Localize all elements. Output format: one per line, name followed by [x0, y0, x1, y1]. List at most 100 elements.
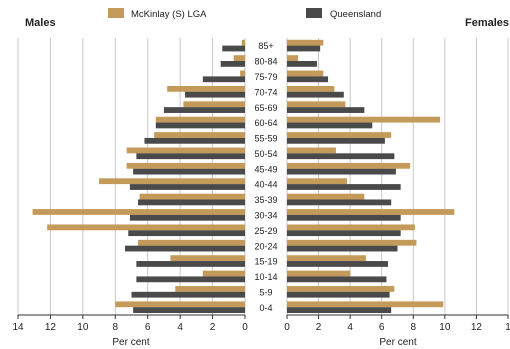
- legend: McKinlay (S) LGA Queensland: [108, 8, 381, 20]
- age-group-label: 35-39: [254, 195, 277, 205]
- male-bar-queensland: [163, 107, 245, 113]
- male-bar-mckinlay: [167, 85, 245, 92]
- male-bar-queensland: [220, 60, 245, 67]
- legend-label-mckinlay: McKinlay (S) LGA: [131, 9, 207, 20]
- female-bar-queensland: [287, 122, 373, 129]
- female-bar-queensland: [287, 230, 401, 237]
- male-bar-queensland: [128, 230, 245, 237]
- male-bar-mckinlay: [126, 162, 245, 169]
- male-bar-queensland: [133, 168, 245, 175]
- age-group-label: 10-14: [254, 272, 277, 282]
- female-bar-mckinlay: [287, 224, 415, 231]
- male-bar-mckinlay: [240, 70, 245, 77]
- female-bar-mckinlay: [287, 147, 336, 154]
- age-group-label: 50-54: [254, 149, 277, 159]
- male-bar-mckinlay: [170, 255, 245, 262]
- age-group-label: 0-4: [259, 303, 272, 313]
- male-bar-queensland: [136, 276, 245, 283]
- female-bar-mckinlay: [287, 55, 299, 61]
- female-bar-mckinlay: [287, 178, 347, 185]
- female-bar-queensland: [287, 245, 398, 252]
- female-bar-queensland: [287, 91, 344, 98]
- male-bar-mckinlay: [126, 147, 245, 154]
- female-tick-label: 12: [471, 322, 483, 333]
- male-bar-queensland: [133, 307, 245, 314]
- age-labels: 85+ 80-84 75-79 70-74 65-69 60-64 55-59 50-54 45…: [254, 41, 277, 313]
- female-bar-mckinlay: [287, 132, 392, 138]
- female-bar-queensland: [287, 153, 395, 160]
- male-bar-queensland: [131, 291, 245, 298]
- female-bar-mckinlay: [287, 239, 417, 246]
- female-bar-queensland: [287, 137, 385, 144]
- female-bar-queensland: [287, 107, 365, 113]
- female-bar-queensland: [287, 291, 390, 298]
- male-bar-mckinlay: [139, 193, 245, 200]
- male-bar-mckinlay: [137, 239, 245, 246]
- female-bar-mckinlay: [287, 301, 444, 308]
- female-bar-mckinlay: [287, 270, 351, 277]
- age-group-label: 15-19: [254, 257, 277, 267]
- female-bar-queensland: [287, 76, 329, 83]
- male-bar-mckinlay: [99, 178, 245, 185]
- female-bar-queensland: [287, 60, 317, 67]
- female-bar-mckinlay: [287, 209, 455, 215]
- male-tick-label: 2: [210, 322, 216, 333]
- female-bar-mckinlay: [287, 39, 324, 46]
- male-tick-label: 4: [177, 322, 183, 333]
- female-bar-queensland: [287, 214, 401, 221]
- female-tick-label: 10: [439, 322, 451, 333]
- female-bar-queensland: [287, 45, 321, 52]
- female-bar-mckinlay: [287, 255, 366, 262]
- male-bar-mckinlay: [47, 224, 245, 231]
- male-tick-label: 12: [45, 322, 57, 333]
- female-tick-label: 8: [411, 322, 417, 333]
- female-bar-mckinlay: [287, 70, 324, 77]
- female-tick-label: 2: [316, 322, 322, 333]
- male-bar-mckinlay: [241, 39, 245, 46]
- age-group-label: 55-59: [254, 134, 277, 144]
- age-group-label: 75-79: [254, 72, 277, 82]
- females-label: Females: [465, 17, 509, 29]
- age-group-label: 80-84: [254, 57, 277, 67]
- male-tick-label: 0: [242, 322, 248, 333]
- female-axis-title: Per cent: [379, 337, 416, 348]
- male-bar-mckinlay: [32, 209, 245, 215]
- male-bar-queensland: [137, 199, 245, 206]
- age-group-label: 45-49: [254, 164, 277, 174]
- grid-lines: [17, 38, 509, 315]
- legend-swatch-queensland: [306, 8, 322, 18]
- female-bar-mckinlay: [287, 85, 335, 92]
- male-bar-queensland: [136, 153, 245, 160]
- age-group-label: 85+: [258, 41, 273, 51]
- male-bar-mckinlay: [183, 101, 245, 108]
- male-bar-mckinlay: [233, 55, 245, 61]
- male-bar-queensland: [129, 214, 245, 221]
- bars: [32, 39, 455, 314]
- male-bar-queensland: [144, 137, 245, 144]
- female-tick-label: 4: [347, 322, 353, 333]
- male-tick-label: 6: [145, 322, 151, 333]
- male-bar-mckinlay: [115, 301, 246, 308]
- male-bar-queensland: [136, 261, 245, 267]
- female-bar-mckinlay: [287, 193, 365, 200]
- male-bar-mckinlay: [202, 270, 245, 277]
- female-bar-queensland: [287, 261, 389, 267]
- age-group-label: 65-69: [254, 103, 277, 113]
- tick-labels: 14 12 10 8 6 4 2 0 0 2 4 6 8 10 12 1: [12, 322, 510, 333]
- male-tick-label: 8: [113, 322, 119, 333]
- female-bar-queensland: [287, 199, 392, 206]
- male-bar-mckinlay: [155, 116, 245, 123]
- male-axis-title: Per cent: [112, 337, 149, 348]
- female-bar-mckinlay: [287, 286, 395, 292]
- age-group-label: 5-9: [259, 287, 272, 297]
- male-tick-label: 10: [77, 322, 89, 333]
- male-tick-label: 14: [12, 322, 24, 333]
- male-bar-queensland: [155, 122, 245, 129]
- male-bar-queensland: [129, 184, 245, 190]
- age-group-label: 60-64: [254, 118, 277, 128]
- male-bar-queensland: [125, 245, 245, 252]
- female-bar-mckinlay: [287, 101, 346, 108]
- age-group-label: 30-34: [254, 210, 277, 220]
- axis-lines: [17, 314, 509, 319]
